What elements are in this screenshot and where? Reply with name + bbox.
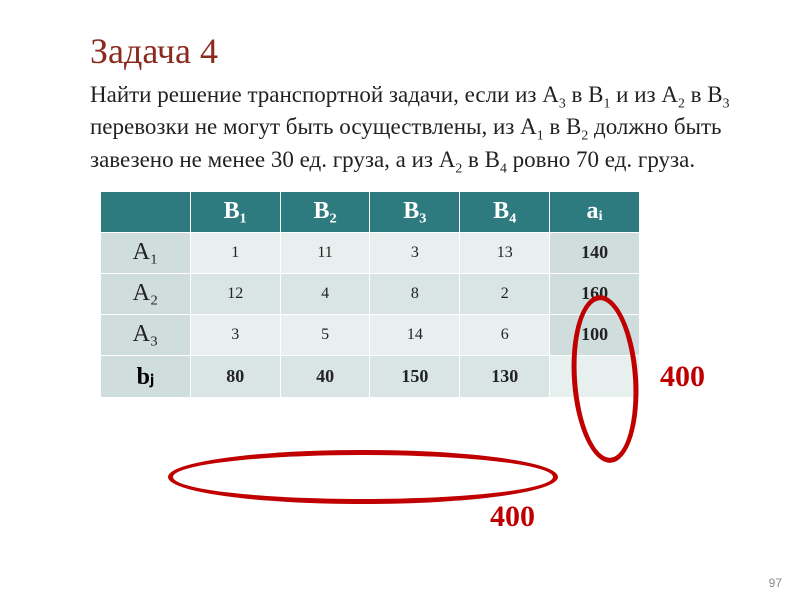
- slide-title: Задача 4: [90, 30, 730, 72]
- cell-a1-b1: 1: [190, 232, 280, 273]
- cell-a1-ai: 140: [550, 232, 640, 273]
- cell-bj-3: 150: [370, 355, 460, 397]
- cell-a1-b4: 13: [460, 232, 550, 273]
- cell-a2-b4: 2: [460, 273, 550, 314]
- col-header-ai: aᵢ: [550, 191, 640, 232]
- cell-a1-b2: 11: [280, 232, 370, 273]
- sum-supply: 400: [660, 360, 705, 394]
- cell-bj-empty: [550, 355, 640, 397]
- cell-a3-b2: 5: [280, 314, 370, 355]
- cell-a3-ai: 100: [550, 314, 640, 355]
- cell-a1-b3: 3: [370, 232, 460, 273]
- row-header-a2: A₂: [101, 273, 191, 314]
- col-header-b1: B₁: [190, 191, 280, 232]
- row-header-a1: A₁: [101, 232, 191, 273]
- row-header-a3: A₃: [101, 314, 191, 355]
- problem-text: Найти решение транспортной задачи, если …: [90, 80, 730, 177]
- corner-blank: [101, 191, 191, 232]
- sum-demand: 400: [490, 500, 535, 534]
- cell-a3-b1: 3: [190, 314, 280, 355]
- cell-bj-2: 40: [280, 355, 370, 397]
- col-header-b4: B₄: [460, 191, 550, 232]
- cell-a2-b3: 8: [370, 273, 460, 314]
- cell-a3-b4: 6: [460, 314, 550, 355]
- transport-table: B₁ B₂ B₃ B₄ aᵢ A₁ 1 11 3 13 140 A₂ 12 4 …: [100, 191, 640, 398]
- cell-a2-ai: 160: [550, 273, 640, 314]
- row-header-bj: bⱼ: [101, 355, 191, 397]
- col-header-b2: B₂: [280, 191, 370, 232]
- cell-bj-1: 80: [190, 355, 280, 397]
- cell-a3-b3: 14: [370, 314, 460, 355]
- cell-bj-4: 130: [460, 355, 550, 397]
- cell-a2-b1: 12: [190, 273, 280, 314]
- page-number: 97: [769, 576, 782, 590]
- col-header-b3: B₃: [370, 191, 460, 232]
- cell-a2-b2: 4: [280, 273, 370, 314]
